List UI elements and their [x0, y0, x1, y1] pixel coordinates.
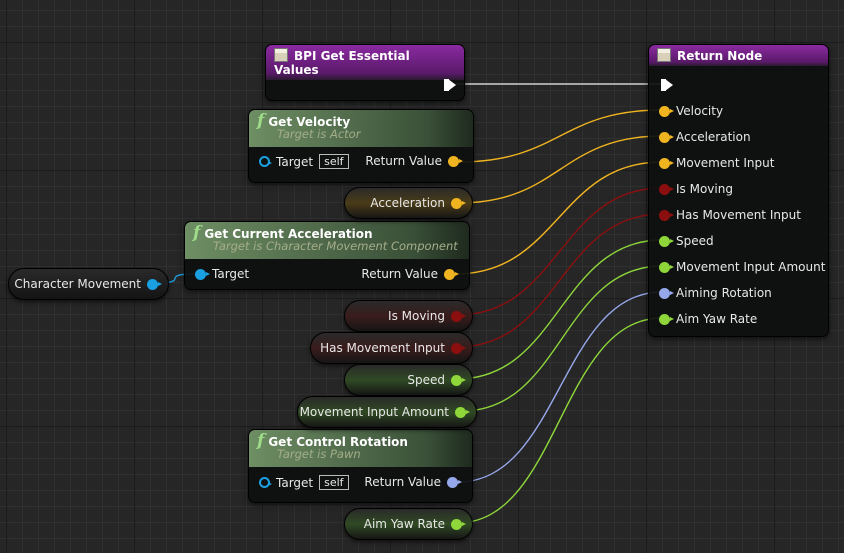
target-pin[interactable]: [259, 477, 272, 488]
variable-pin[interactable]: [451, 197, 466, 209]
node-title: BPI Get Essential Values: [274, 49, 410, 77]
variable-label: Character Movement: [14, 277, 141, 291]
node-subtitle: Target is Character Movement Component: [213, 239, 458, 253]
pin-label: Target: [276, 475, 314, 490]
variable-pin[interactable]: [451, 518, 466, 530]
pin-label: Is Moving: [676, 182, 733, 196]
variable-label: Has Movement Input: [320, 341, 445, 355]
target-pin[interactable]: [195, 268, 210, 280]
variable-pin[interactable]: [455, 406, 470, 418]
node-title: Get Velocity: [268, 115, 351, 129]
return-pin-row: Aim Yaw Rate: [659, 312, 757, 326]
node-subtitle: Target is Actor: [277, 127, 361, 141]
return-pin-row: Is Moving: [659, 182, 733, 196]
return-pin-row: Acceleration: [659, 130, 751, 144]
return-pin-row: Velocity: [659, 104, 723, 118]
variable-label: Is Moving: [388, 309, 445, 323]
function-icon: f: [257, 431, 265, 451]
variable-label: Speed: [407, 373, 445, 387]
node-title: Get Control Rotation: [268, 435, 408, 449]
wire-aim_yaw_rate: [456, 317, 663, 524]
return-value-pin[interactable]: [447, 476, 462, 488]
wire-acceleration: [457, 135, 663, 204]
return-pin-row: Movement Input: [659, 156, 774, 170]
return-pin-row: Has Movement Input: [659, 208, 801, 222]
input-pin[interactable]: [659, 131, 674, 143]
pin-label: Movement Input: [676, 156, 775, 170]
variable-pin[interactable]: [451, 374, 466, 386]
function-icon: f: [257, 111, 265, 131]
variable-label: Acceleration: [370, 196, 445, 210]
target-pin[interactable]: [259, 156, 272, 167]
get-control-rotation-node[interactable]: f Get Control Rotation Target is Pawn Targ…: [248, 429, 473, 503]
node-title: Get Current Acceleration: [204, 227, 373, 241]
wire-is_moving: [456, 187, 663, 316]
pin-label: Target: [212, 267, 250, 281]
get-velocity-node[interactable]: f Get Velocity Target is Actor Target self …: [248, 109, 474, 183]
bpi-get-essential-values-node[interactable]: BPI Get Essential Values: [265, 44, 465, 101]
variable-pin[interactable]: [451, 310, 466, 322]
wire-accel_return: [454, 161, 663, 275]
has-movement-input-variable[interactable]: Has Movement Input: [310, 332, 473, 364]
pin-label: Return Value: [365, 154, 442, 168]
variable-label: Aim Yaw Rate: [363, 517, 445, 531]
pin-label: Aiming Rotation: [676, 286, 772, 300]
variable-pin[interactable]: [451, 342, 466, 354]
return-icon: [657, 48, 671, 62]
pin-label: Aim Yaw Rate: [676, 312, 758, 326]
interface-icon: [274, 48, 288, 62]
input-pin[interactable]: [659, 261, 674, 273]
wire-movement_input_amount: [461, 265, 663, 412]
aim-yaw-rate-variable[interactable]: Aim Yaw Rate: [344, 508, 473, 540]
input-pin[interactable]: [659, 183, 674, 195]
wire-has_movement_input: [456, 213, 663, 348]
get-current-acceleration-node[interactable]: f Get Current Acceleration Target is Chara…: [184, 221, 470, 290]
is-moving-variable[interactable]: Is Moving: [344, 300, 473, 332]
variable-label: Movement Input Amount: [299, 405, 449, 419]
pin-label: Acceleration: [676, 130, 751, 144]
pin-label: Return Value: [361, 267, 438, 281]
input-pin[interactable]: [659, 287, 674, 299]
input-pin[interactable]: [659, 105, 674, 117]
return-pin-row: Speed: [659, 234, 714, 248]
pin-label: Has Movement Input: [676, 208, 801, 222]
input-pin[interactable]: [659, 157, 674, 169]
return-pin-row: Movement Input Amount: [659, 260, 825, 274]
node-title: Return Node: [677, 49, 763, 63]
exec-out-pin[interactable]: [444, 79, 456, 91]
input-pin[interactable]: [659, 313, 674, 325]
wire-velocity: [457, 109, 663, 163]
input-pin[interactable]: [659, 209, 674, 221]
movement-input-amount-variable[interactable]: Movement Input Amount: [297, 396, 477, 428]
pin-label: Movement Input Amount: [676, 260, 826, 274]
function-icon: f: [193, 223, 201, 243]
self-default: self: [319, 154, 349, 169]
return-value-pin[interactable]: [444, 268, 459, 280]
input-pin[interactable]: [659, 235, 674, 247]
character-movement-variable[interactable]: Character Movement: [8, 268, 169, 300]
return-value-pin[interactable]: [448, 155, 463, 167]
acceleration-variable[interactable]: Acceleration: [344, 187, 473, 219]
wire-speed: [456, 239, 663, 380]
return-pin-row: Aiming Rotation: [659, 286, 772, 300]
exec-in-pin[interactable]: [661, 79, 673, 91]
pin-label: Target: [276, 154, 314, 169]
variable-pin[interactable]: [147, 278, 162, 290]
speed-variable[interactable]: Speed: [344, 364, 473, 396]
self-default: self: [319, 475, 349, 490]
return-node[interactable]: Return Node Velocity Acceleration Movement…: [648, 44, 829, 337]
wire-rotation: [457, 291, 663, 483]
pin-label: Velocity: [676, 104, 724, 118]
node-subtitle: Target is Pawn: [277, 447, 361, 461]
pin-label: Speed: [676, 234, 714, 248]
pin-label: Return Value: [364, 475, 441, 489]
